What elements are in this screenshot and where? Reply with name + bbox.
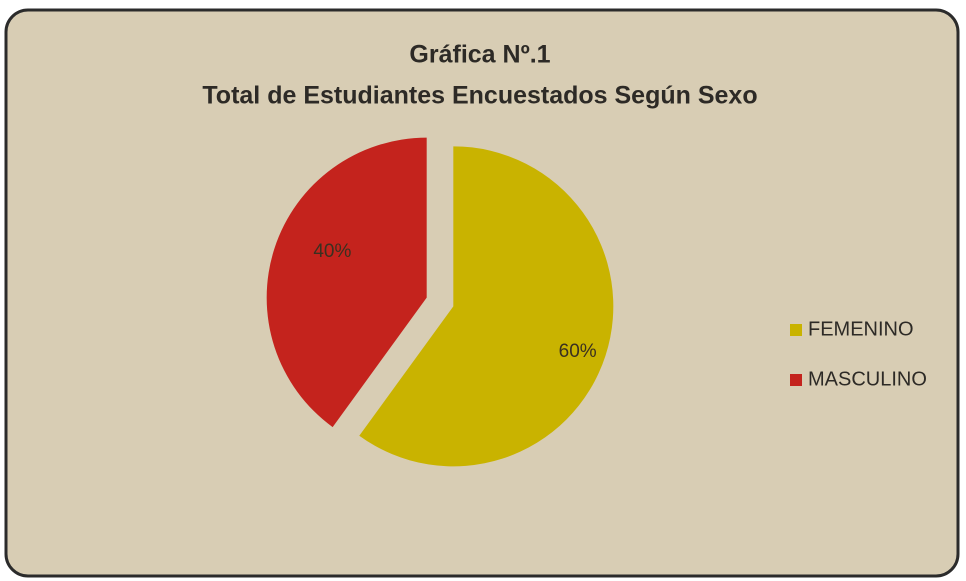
legend-swatch	[790, 324, 802, 336]
pie-slice	[359, 146, 614, 467]
legend-label: FEMENINO	[808, 318, 914, 340]
chart-subtitle: Total de Estudiantes Encuestados Según S…	[202, 82, 757, 110]
legend-swatch	[790, 374, 802, 386]
legend-label: MASCULINO	[808, 368, 927, 390]
pie-slice	[266, 137, 427, 428]
slice-label: 40%	[313, 241, 351, 262]
slice-label: 60%	[559, 341, 597, 362]
chart-title: Gráfica Nº.1	[409, 41, 550, 69]
